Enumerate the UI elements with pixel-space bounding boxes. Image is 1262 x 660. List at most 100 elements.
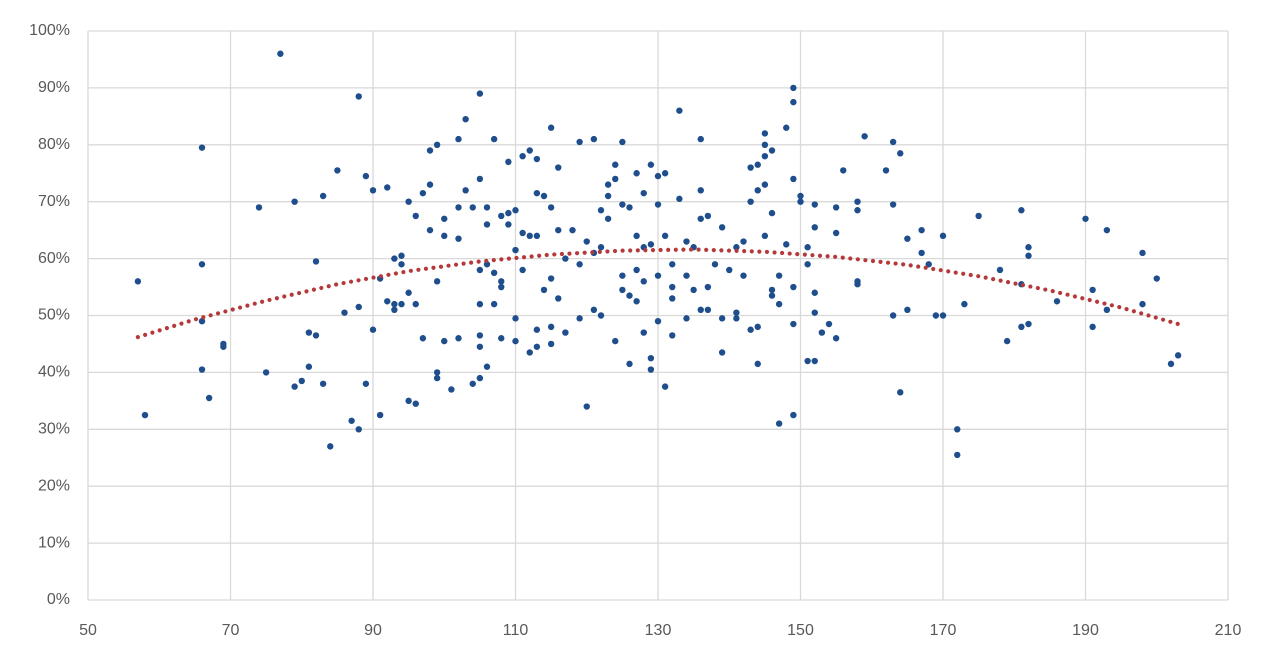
y-tick-label: 60% (38, 250, 70, 267)
scatter-point (790, 98, 797, 106)
scatter-point (262, 369, 270, 376)
scatter-point (939, 312, 947, 319)
y-tick-label: 20% (38, 477, 70, 494)
scatter-point (768, 209, 776, 217)
scatter-point (198, 366, 206, 373)
scatter-point (505, 209, 512, 217)
scatter-point (904, 306, 911, 314)
scatter-point (476, 266, 484, 274)
scatter-point (832, 204, 840, 211)
scatter-point (433, 369, 441, 376)
scatter-point (954, 451, 961, 459)
scatter-point (462, 187, 469, 194)
scatter-point (277, 50, 284, 57)
scatter-point (483, 204, 491, 211)
scatter-point (775, 272, 783, 279)
scatter-point (355, 426, 362, 433)
scatter-point (490, 135, 498, 143)
scatter-point (961, 300, 968, 308)
scatter-point (1053, 298, 1061, 305)
scatter-point (455, 135, 462, 143)
scatter-point (1025, 252, 1032, 259)
scatter-point (291, 383, 298, 390)
scatter-point (854, 281, 861, 288)
scatter-point (661, 170, 669, 177)
scatter-point (804, 261, 811, 268)
scatter-point (476, 343, 484, 350)
scatter-point (925, 261, 932, 268)
scatter-point (790, 411, 797, 419)
scatter-point (1082, 215, 1089, 222)
scatter-point (576, 315, 583, 322)
scatter-point (505, 221, 512, 228)
scatter-point (426, 181, 434, 188)
x-tick-label: 190 (1072, 622, 1099, 639)
scatter-point (604, 181, 612, 188)
scatter-point (441, 337, 448, 345)
scatter-point (726, 266, 733, 274)
scatter-point (1167, 360, 1175, 368)
scatter-point (669, 261, 676, 268)
y-tick-label: 100% (29, 22, 70, 39)
scatter-point (391, 300, 398, 308)
scatter-point (797, 192, 804, 200)
scatter-point (975, 212, 982, 220)
scatter-point (547, 323, 555, 331)
scatter-point (804, 244, 811, 251)
scatter-point (512, 315, 519, 322)
scatter-point (626, 204, 633, 211)
scatter-point (790, 283, 797, 291)
x-tick-label: 210 (1215, 622, 1242, 639)
x-tick-label: 50 (79, 622, 97, 639)
trendline (135, 247, 1181, 340)
scatter-point (391, 306, 398, 314)
scatter-point (661, 232, 669, 240)
scatter-point (832, 229, 840, 237)
scatter-point (783, 124, 790, 131)
scatter-point (704, 212, 712, 220)
scatter-point (369, 326, 377, 333)
scatter-point (733, 309, 740, 316)
y-tick-label: 90% (38, 79, 70, 96)
scatter-point (612, 161, 619, 168)
scatter-point (391, 255, 398, 262)
y-tick-label: 50% (38, 307, 70, 324)
scatter-point (619, 201, 626, 208)
scatter-point (540, 192, 548, 200)
scatter-point (604, 215, 612, 222)
scatter-point (319, 380, 327, 387)
scatter-point (433, 278, 441, 285)
scatter-point (583, 238, 590, 245)
scatter-point (640, 189, 647, 197)
scatter-point (198, 261, 206, 268)
scatter-point (490, 300, 498, 308)
scatter-point (669, 283, 676, 291)
scatter-point (512, 207, 519, 214)
scatter-point (476, 300, 484, 308)
scatter-point (519, 152, 526, 160)
scatter-point (426, 147, 434, 154)
scatter-point (761, 130, 769, 137)
scatter-point (298, 377, 305, 385)
scatter-point (761, 152, 769, 160)
scatter-point (654, 317, 662, 325)
scatter-point (205, 394, 213, 402)
scatter-point (562, 329, 569, 336)
scatter-point (512, 246, 519, 254)
scatter-point (747, 164, 754, 171)
scatter-point (1139, 249, 1146, 257)
scatter-point (754, 360, 761, 368)
scatter-point (1025, 320, 1032, 328)
scatter-point (498, 212, 505, 220)
scatter-point (897, 389, 904, 396)
scatter-point (612, 337, 619, 345)
scatter-point (1103, 226, 1111, 234)
scatter-point (676, 107, 683, 114)
scatter-point (761, 141, 769, 148)
scatter-point (448, 386, 455, 393)
scatter-point (305, 329, 313, 336)
scatter-point (811, 224, 818, 231)
y-tick-label: 30% (38, 421, 70, 438)
scatter-point (255, 204, 263, 211)
